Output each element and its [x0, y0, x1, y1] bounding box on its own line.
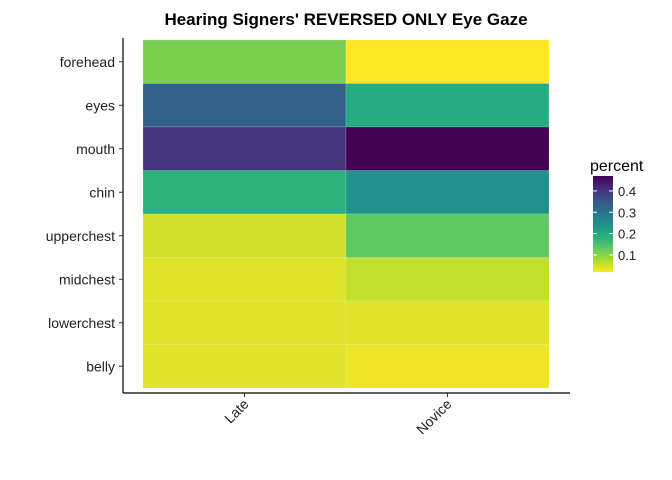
legend-tick-label: 0.1 [618, 248, 636, 263]
heatmap-cell [345, 213, 550, 258]
y-tick-label: eyes [85, 97, 115, 113]
y-tick-label: upperchest [46, 228, 115, 244]
y-tick-label: lowerchest [48, 315, 115, 331]
x-axis: Late Novice [123, 392, 570, 438]
color-legend: percent 0.1 0.2 0.3 0.4 [590, 158, 644, 272]
chart-title: Hearing Signers' REVERSED ONLY Eye Gaze [164, 10, 527, 29]
heatmap-cell [345, 300, 550, 345]
heatmap-cell [345, 170, 550, 215]
heatmap-cell [142, 39, 347, 84]
heatmap-cell [142, 83, 347, 128]
heatmap-cell [345, 83, 550, 128]
heatmap-cell [142, 257, 347, 302]
heatmap-cell [142, 170, 347, 215]
heatmap-cell [142, 213, 347, 258]
heatmap-cell [142, 126, 347, 171]
x-tick-label: Novice [413, 396, 455, 438]
x-tick-label: Late [221, 396, 252, 427]
y-tick-label: chin [89, 184, 115, 200]
legend-tick-label: 0.3 [618, 205, 636, 220]
legend-title: percent [590, 158, 644, 175]
y-tick-label: forehead [60, 54, 115, 70]
heatmap-cells [142, 39, 550, 389]
legend-colorbar [593, 176, 613, 272]
heatmap-cell [142, 344, 347, 389]
heatmap-cell [142, 300, 347, 345]
heatmap-cell [345, 39, 550, 84]
y-tick-label: midchest [59, 271, 115, 287]
y-axis: forehead eyes mouth chin upperchest midchest l… [46, 38, 124, 393]
heatmap-cell [345, 126, 550, 171]
heatmap-cell [345, 344, 550, 389]
legend-ticks: 0.1 0.2 0.3 0.4 [593, 184, 636, 263]
legend-tick-label: 0.2 [618, 227, 636, 242]
legend-gradient [593, 176, 613, 272]
legend-tick-label: 0.4 [618, 184, 636, 199]
y-tick-label: belly [86, 358, 115, 374]
y-tick-label: mouth [76, 141, 115, 157]
heatmap-cell [345, 257, 550, 302]
